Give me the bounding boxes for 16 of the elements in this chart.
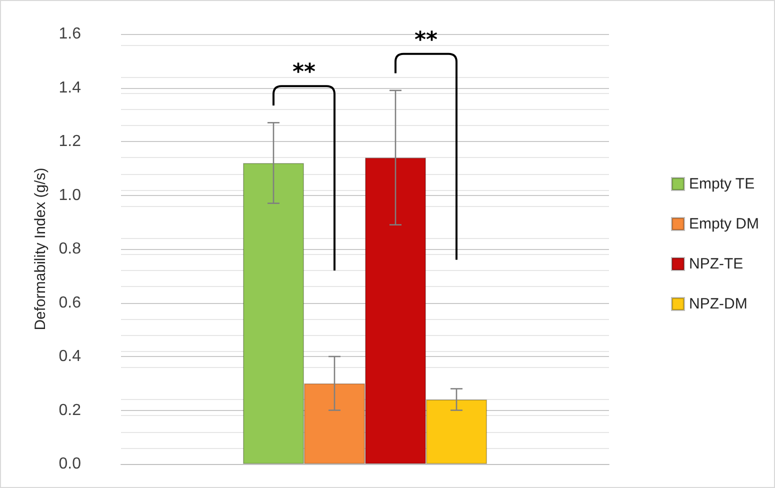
y-tick-label: 0.0 <box>58 456 82 472</box>
y-tick-label: 0.2 <box>58 402 82 419</box>
legend-label: Empty DM <box>688 216 760 232</box>
y-axis-title: Deformability Index (g/s) <box>32 168 49 330</box>
y-tick-label: 0.8 <box>58 240 82 258</box>
y-tick-label: 1.0 <box>58 186 82 204</box>
legend-label: Empty TE <box>688 176 755 192</box>
y-tick-label: 1.6 <box>58 26 82 42</box>
annotation: ** <box>292 60 316 86</box>
y-tick-label: 1.2 <box>58 133 82 150</box>
y-tick-label: 0.6 <box>58 294 82 312</box>
y-tick-label: 1.4 <box>58 79 82 96</box>
y-tick-label: 0.4 <box>58 348 82 365</box>
legend-label: NPZ-TE <box>688 256 744 272</box>
annotation: ** <box>414 28 438 53</box>
legend-label: NPZ-DM <box>688 296 748 312</box>
